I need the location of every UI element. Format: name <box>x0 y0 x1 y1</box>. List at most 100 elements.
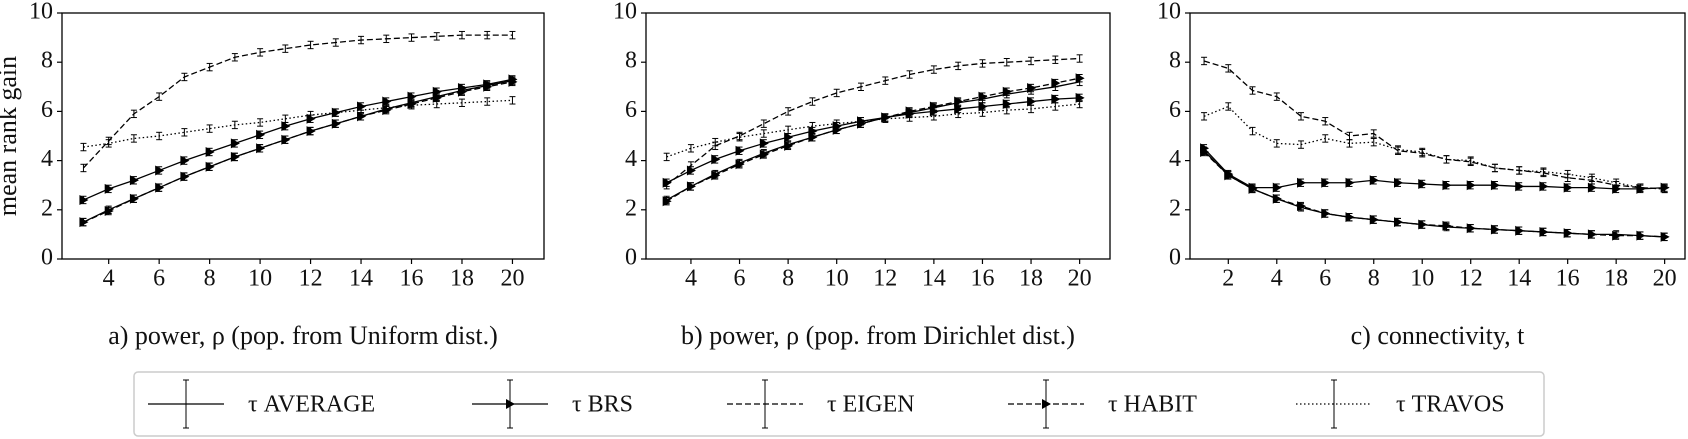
error-bar <box>906 70 913 79</box>
marker <box>1200 146 1210 157</box>
error-bar <box>1588 173 1595 183</box>
marker <box>457 86 467 97</box>
x-tick-label: 4 <box>103 266 115 292</box>
x-tick-label: 8 <box>204 266 216 292</box>
error-bar <box>1419 147 1426 157</box>
marker <box>281 121 291 132</box>
error-bar <box>105 139 112 148</box>
marker <box>784 140 794 151</box>
y-tick-label: 8 <box>625 48 637 74</box>
plot-frame <box>61 12 545 260</box>
error-bar <box>1370 129 1377 138</box>
error-bar <box>383 34 390 44</box>
marker <box>205 161 215 172</box>
series-line <box>666 57 1080 186</box>
error-bar <box>358 105 365 115</box>
error-bar <box>979 59 986 68</box>
error-bar <box>1273 139 1280 148</box>
error-bar <box>1076 54 1083 63</box>
error-bar <box>1249 86 1256 95</box>
marker <box>1612 230 1622 241</box>
error-bar <box>231 120 238 130</box>
error-bar <box>930 112 937 121</box>
x-tick-label: 2 <box>1222 266 1234 292</box>
marker <box>1321 177 1331 188</box>
error-bar <box>433 99 440 109</box>
x-tick-label: 18 <box>1019 266 1043 292</box>
marker <box>306 126 316 137</box>
error-bar <box>1491 163 1498 173</box>
legend-label: τ AVERAGE <box>248 392 375 418</box>
legend-label: τ HABIT <box>1108 392 1197 418</box>
error-bar <box>1249 126 1256 136</box>
y-tick-label: 4 <box>41 146 53 172</box>
error-bar <box>1052 102 1059 111</box>
error-bar <box>809 121 816 131</box>
error-bar <box>509 96 516 105</box>
marker <box>1272 193 1282 204</box>
error-bar <box>687 161 694 170</box>
marker <box>1321 208 1331 219</box>
marker <box>407 91 417 102</box>
x-tick-label: 12 <box>873 266 897 292</box>
marker <box>1272 182 1282 193</box>
x-axis-label: b) power, ρ (pop. from Dirichlet dist.) <box>681 321 1075 350</box>
marker <box>256 129 266 140</box>
y-axis-label: mean rank gain <box>0 56 22 216</box>
marker <box>759 138 769 149</box>
marker <box>1563 182 1573 193</box>
error-bar <box>857 117 864 126</box>
error-bar <box>1076 99 1083 109</box>
error-bar <box>882 114 889 123</box>
error-bar <box>1346 139 1353 148</box>
error-bar <box>484 30 491 40</box>
series-line <box>83 81 513 223</box>
marker <box>1051 78 1061 89</box>
marker <box>1248 183 1258 194</box>
marker <box>508 76 518 87</box>
y-tick-label: 10 <box>613 0 637 25</box>
x-tick-label: 16 <box>400 266 424 292</box>
error-bar <box>687 144 694 153</box>
marker <box>1369 175 1379 186</box>
marker <box>1345 177 1355 188</box>
marker <box>1636 230 1646 241</box>
marker <box>1027 83 1037 94</box>
error-bar <box>1225 102 1232 111</box>
marker <box>331 118 341 129</box>
marker <box>1393 217 1403 228</box>
error-bar <box>332 108 339 117</box>
error-bar <box>1613 178 1620 187</box>
error-bar <box>1052 55 1059 64</box>
marker <box>129 175 139 186</box>
x-tick-label: 18 <box>1604 266 1628 292</box>
error-bar <box>408 33 415 42</box>
error-bar <box>206 124 213 133</box>
error-bar <box>1322 134 1329 143</box>
marker <box>1442 220 1452 231</box>
error-bar <box>1370 137 1377 147</box>
error-bar <box>1003 58 1010 67</box>
x-tick-label: 6 <box>153 266 165 292</box>
marker <box>155 165 165 176</box>
error-bar <box>181 128 188 137</box>
marker <box>735 159 745 170</box>
error-bar <box>484 97 491 106</box>
x-tick-label: 12 <box>299 266 323 292</box>
error-bar <box>930 65 937 74</box>
x-tick-label: 16 <box>970 266 994 292</box>
error-bar <box>785 125 792 135</box>
error-bar <box>80 163 87 173</box>
error-bar <box>1225 64 1232 73</box>
marker <box>711 170 721 181</box>
x-tick-label: 10 <box>248 266 272 292</box>
y-tick-label: 0 <box>625 245 637 271</box>
marker <box>1002 86 1012 97</box>
error-bar <box>955 109 962 119</box>
error-bar <box>257 48 264 57</box>
plot-frame <box>645 12 1111 260</box>
marker <box>281 134 291 145</box>
series-line <box>666 103 1080 158</box>
x-tick-label: 4 <box>1271 266 1283 292</box>
error-bar <box>1003 105 1010 115</box>
